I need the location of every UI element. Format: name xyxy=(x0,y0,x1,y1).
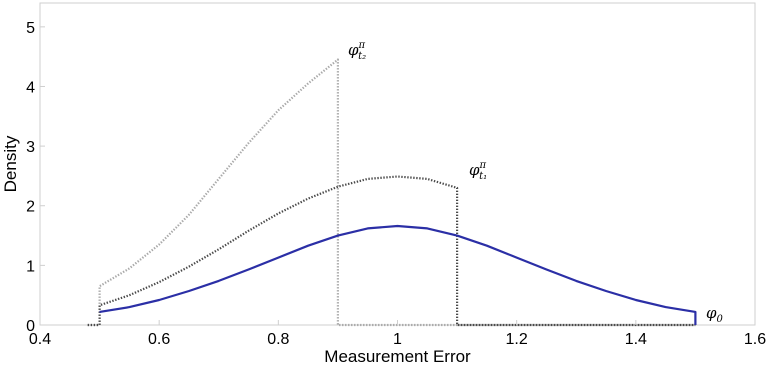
series-labels: φπ t₂ φπ t₁ φ0 xyxy=(348,40,724,325)
series-line-2 xyxy=(87,175,696,327)
series-line-3 xyxy=(99,224,697,325)
series-label-3: φ0 xyxy=(706,304,724,325)
series-line-1 xyxy=(87,58,696,327)
x-axis-ticks: 0.4 0.6 0.8 1 1.2 1.4 1.6 xyxy=(29,320,766,348)
y-tick-label: 1 xyxy=(26,258,35,275)
plot-border xyxy=(39,2,756,326)
series-layer xyxy=(87,58,697,327)
y-tick-label: 4 xyxy=(26,79,35,96)
y-tick-label: 2 xyxy=(26,199,35,216)
x-tick-label: 0.6 xyxy=(148,331,170,348)
x-tick-label: 0.8 xyxy=(267,331,289,348)
x-tick-label: 1 xyxy=(393,331,402,348)
y-axis-label: Density xyxy=(1,135,20,192)
series-label-1: φπ t₂ xyxy=(348,40,366,62)
y-tick-label: 5 xyxy=(26,20,35,37)
plot-frame xyxy=(39,2,756,326)
x-tick-label: 0.4 xyxy=(29,331,51,348)
x-tick-label: 1.4 xyxy=(625,331,647,348)
y-axis-ticks: 0 1 2 3 4 5 xyxy=(26,20,45,335)
y-tick-label: 0 xyxy=(26,318,35,335)
x-tick-label: 1.2 xyxy=(506,331,528,348)
x-tick-label: 1.6 xyxy=(744,331,766,348)
x-axis-label: Measurement Error xyxy=(324,347,471,366)
y-tick-label: 3 xyxy=(26,139,35,156)
series-label-2: φπ t₁ xyxy=(469,160,487,182)
